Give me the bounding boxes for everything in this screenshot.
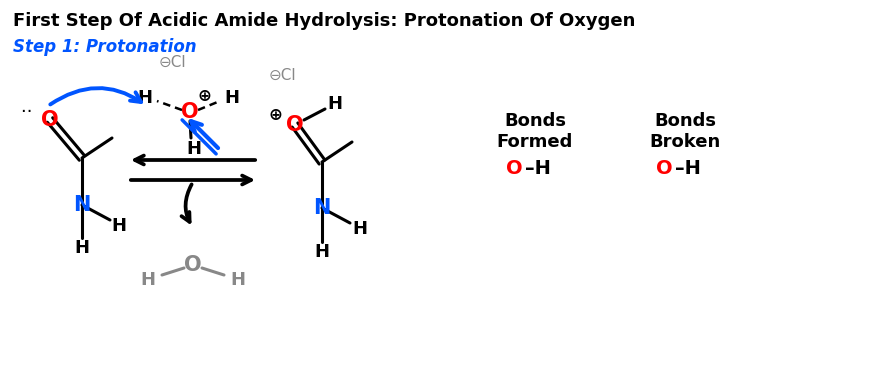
Text: First Step Of Acidic Amide Hydrolysis: Protonation Of Oxygen: First Step Of Acidic Amide Hydrolysis: P… <box>13 12 636 30</box>
Text: H: H <box>74 239 89 257</box>
Text: H: H <box>225 89 240 107</box>
Text: N: N <box>73 195 91 215</box>
Text: H: H <box>231 271 246 289</box>
Text: O: O <box>657 158 673 177</box>
Text: –H: –H <box>525 158 551 177</box>
Text: ⊕: ⊕ <box>197 87 211 105</box>
Text: Bonds
Broken: Bonds Broken <box>650 112 720 151</box>
Text: O: O <box>42 110 59 130</box>
Text: O: O <box>286 115 304 135</box>
Text: H: H <box>141 271 156 289</box>
Text: H: H <box>187 140 202 158</box>
Text: ⊕: ⊕ <box>268 106 282 124</box>
Text: –H: –H <box>675 158 701 177</box>
Text: N: N <box>313 198 331 218</box>
Text: H: H <box>315 243 330 261</box>
Text: ⊖Cl: ⊖Cl <box>268 68 296 82</box>
Text: O: O <box>181 102 199 122</box>
Text: H: H <box>327 95 342 113</box>
Text: ⊖Cl: ⊖Cl <box>158 54 186 70</box>
Text: O: O <box>507 158 523 177</box>
Text: H: H <box>353 220 368 238</box>
Text: Step 1: Protonation: Step 1: Protonation <box>13 38 196 56</box>
Text: Bonds
Formed: Bonds Formed <box>497 112 573 151</box>
Text: H: H <box>138 89 153 107</box>
Text: O: O <box>184 255 202 275</box>
Text: H: H <box>111 217 126 235</box>
Text: ··: ·· <box>21 103 39 121</box>
